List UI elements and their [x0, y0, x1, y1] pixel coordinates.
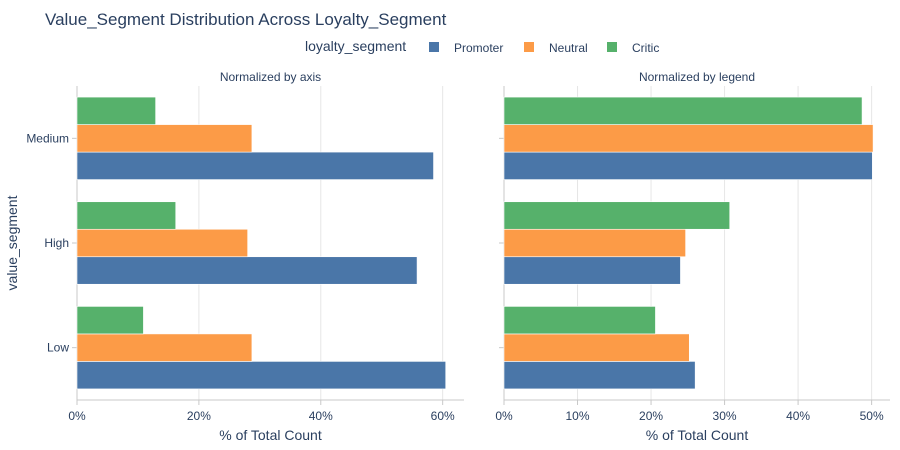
bar-neutral-low[interactable] [76, 333, 253, 362]
x-tick-label: 40% [309, 409, 333, 423]
legend-label-promoter[interactable]: Promoter [454, 41, 503, 55]
x-tick-label: 10% [566, 409, 590, 423]
x-tick-label: 0% [68, 409, 86, 423]
x-tick-label: 50% [860, 409, 884, 423]
y-axis-title: value_segment [4, 195, 20, 290]
panel-subtitle: Normalized by legend [639, 70, 755, 84]
panel-normalized-by-legend: Normalized by legend 0% 10% 20% 30% 40% 50% % o… [495, 70, 890, 443]
bar-promoter-medium[interactable] [503, 151, 873, 180]
bar-neutral-medium[interactable] [76, 124, 253, 153]
legend-label-critic[interactable]: Critic [632, 41, 659, 55]
bar-critic-medium[interactable] [503, 96, 863, 125]
y-tick-label-high: High [44, 236, 69, 250]
y-tick-label-low: Low [47, 341, 69, 355]
legend-swatch-promoter[interactable] [429, 42, 439, 52]
legend-label-neutral[interactable]: Neutral [549, 41, 588, 55]
bar-neutral-low[interactable] [503, 333, 690, 362]
panel-normalized-by-axis: Normalized by axis 0% 20% 40% 60% % of Total … [26, 70, 464, 443]
bar-critic-medium[interactable] [76, 96, 156, 125]
x-tick-label: 40% [786, 409, 810, 423]
bar-neutral-high[interactable] [503, 228, 686, 258]
legend-swatch-critic[interactable] [607, 42, 617, 52]
bar-promoter-low[interactable] [503, 361, 696, 390]
x-tick-label: 30% [713, 409, 737, 423]
bar-critic-low[interactable] [503, 306, 656, 335]
bar-neutral-high[interactable] [76, 228, 248, 258]
x-tick-label: 20% [639, 409, 663, 423]
x-axis-title: % of Total Count [219, 427, 322, 443]
chart-title: Value_Segment Distribution Across Loyalt… [45, 10, 447, 29]
bar-promoter-low[interactable] [76, 361, 447, 390]
bar-neutral-medium[interactable] [503, 124, 874, 153]
bar-promoter-medium[interactable] [76, 151, 434, 180]
legend[interactable]: loyalty_segment Promoter Neutral Critic [305, 38, 659, 55]
x-tick-label: 20% [187, 409, 211, 423]
x-tick-label: 0% [495, 409, 513, 423]
bar-critic-high[interactable] [76, 201, 177, 230]
legend-title: loyalty_segment [305, 38, 406, 54]
x-tick-label: 60% [431, 409, 455, 423]
panel-subtitle: Normalized by axis [220, 70, 321, 84]
x-axis-title: % of Total Count [646, 427, 749, 443]
bar-promoter-high[interactable] [76, 256, 418, 285]
y-tick-label-medium: Medium [26, 131, 69, 145]
bar-promoter-high[interactable] [503, 256, 681, 285]
bar-critic-high[interactable] [503, 201, 731, 230]
legend-swatch-neutral[interactable] [524, 42, 534, 52]
bar-critic-low[interactable] [76, 306, 144, 335]
